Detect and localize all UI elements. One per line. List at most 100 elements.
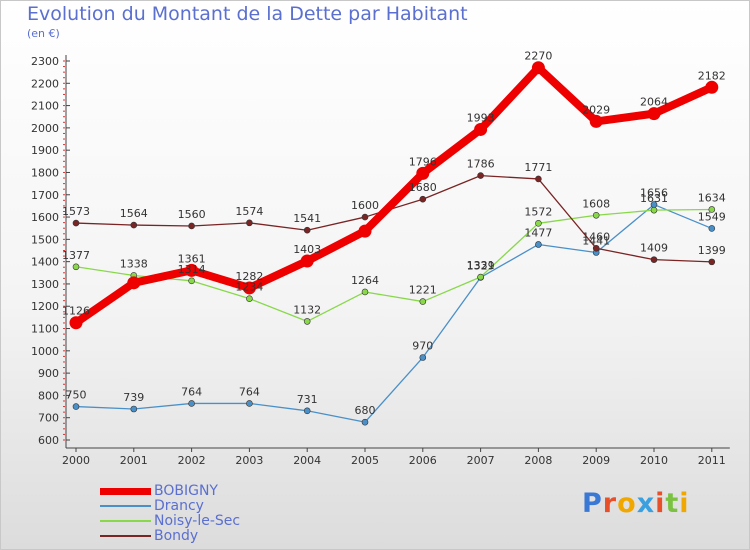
data-point <box>650 256 658 263</box>
chart-title: Evolution du Montant de la Dette par Hab… <box>27 3 468 25</box>
data-label: 1560 <box>178 208 206 221</box>
data-point <box>246 219 253 227</box>
data-label: 1608 <box>582 197 610 210</box>
data-label: 1331 <box>467 259 495 272</box>
legend-swatch <box>100 535 151 537</box>
x-tick-label: 2002 <box>178 454 206 467</box>
data-point <box>650 206 658 214</box>
chart-unit-label: (en €) <box>27 27 60 40</box>
logo-letter: P <box>582 488 603 519</box>
y-tick-label: 1500 <box>31 233 59 246</box>
data-label: 2064 <box>640 96 668 109</box>
x-tick-label: 2011 <box>698 454 726 467</box>
data-label: 1477 <box>524 226 552 239</box>
data-label: 1361 <box>178 252 206 265</box>
data-point <box>72 403 80 410</box>
data-label: 1314 <box>178 263 206 276</box>
data-label: 1680 <box>409 181 437 194</box>
data-label: 1264 <box>351 274 379 287</box>
x-tick-label: 2010 <box>640 454 668 467</box>
data-point <box>69 316 83 330</box>
data-point <box>361 418 369 426</box>
data-label: 1282 <box>235 270 263 283</box>
y-tick-label: 1900 <box>31 144 59 157</box>
data-label: 1409 <box>640 242 668 255</box>
logo-letter: i <box>655 488 666 519</box>
series-noisy-le-sec <box>72 206 716 325</box>
data-point <box>303 226 311 234</box>
data-label: 1234 <box>235 281 263 294</box>
data-label: 1377 <box>62 249 90 262</box>
x-tick-label: 2004 <box>293 454 321 467</box>
data-point <box>188 277 195 285</box>
data-point <box>419 195 427 203</box>
legend-swatch <box>100 505 151 507</box>
y-tick-label: 1800 <box>31 166 59 179</box>
data-label: 2029 <box>582 103 610 116</box>
data-point <box>188 222 195 230</box>
y-tick-label: 2000 <box>31 122 59 135</box>
y-tick-label: 1200 <box>31 300 59 313</box>
y-tick-label: 2100 <box>31 100 59 113</box>
y-tick-label: 800 <box>38 389 59 402</box>
data-point <box>592 244 600 252</box>
data-label: 731 <box>297 393 318 406</box>
logo-letter: t <box>665 488 680 519</box>
data-point <box>474 122 488 136</box>
y-tick-label: 1000 <box>31 345 59 358</box>
logo-letter: x <box>636 488 656 519</box>
legend-swatch <box>100 520 151 522</box>
logo-letter: r <box>602 488 618 519</box>
data-label: 1132 <box>293 303 321 316</box>
data-point <box>708 258 716 266</box>
series-bobigny <box>69 61 719 330</box>
y-tick-label: 1400 <box>31 256 59 269</box>
data-point <box>127 276 141 290</box>
data-point <box>303 318 311 325</box>
series-bondy <box>72 172 716 266</box>
y-tick-label: 600 <box>38 434 59 447</box>
x-tick-label: 2007 <box>467 454 495 467</box>
series-line <box>75 203 713 423</box>
data-point <box>188 400 195 407</box>
data-point <box>246 295 253 302</box>
x-tick-label: 2006 <box>409 454 437 467</box>
data-point <box>185 263 199 277</box>
data-label: 1549 <box>698 210 726 223</box>
data-label: 1574 <box>235 205 263 218</box>
legend-label: Drancy <box>154 498 204 514</box>
data-point <box>72 263 80 271</box>
x-tick-label: 2003 <box>235 454 263 467</box>
data-label: 1771 <box>524 161 552 174</box>
data-point <box>300 254 314 268</box>
data-label: 764 <box>239 385 260 398</box>
data-point <box>361 288 369 296</box>
data-point <box>589 114 603 128</box>
data-point <box>477 273 484 281</box>
series-line <box>75 208 713 323</box>
data-label: 2270 <box>524 50 552 63</box>
data-label: 1786 <box>467 158 495 171</box>
data-label: 1993 <box>467 111 495 124</box>
legend-label: Noisy-le-Sec <box>154 513 241 529</box>
data-label: 1403 <box>293 243 321 256</box>
data-point <box>361 213 369 221</box>
data-point <box>72 219 80 227</box>
legend-swatch <box>100 488 151 495</box>
data-point <box>708 206 716 213</box>
data-label: 1329 <box>467 259 495 272</box>
data-point <box>358 224 372 238</box>
data-label: 764 <box>181 385 202 398</box>
data-label: 1796 <box>409 155 437 168</box>
series-line <box>75 174 713 263</box>
data-point <box>535 220 542 227</box>
data-point <box>647 107 661 121</box>
y-tick-label: 1600 <box>31 211 59 224</box>
data-label: 1441 <box>582 235 610 248</box>
data-point <box>242 281 256 295</box>
data-label: 1338 <box>120 257 148 270</box>
data-label: 1541 <box>293 212 321 225</box>
data-label: 1634 <box>698 191 726 204</box>
y-tick-label: 2200 <box>31 77 59 90</box>
